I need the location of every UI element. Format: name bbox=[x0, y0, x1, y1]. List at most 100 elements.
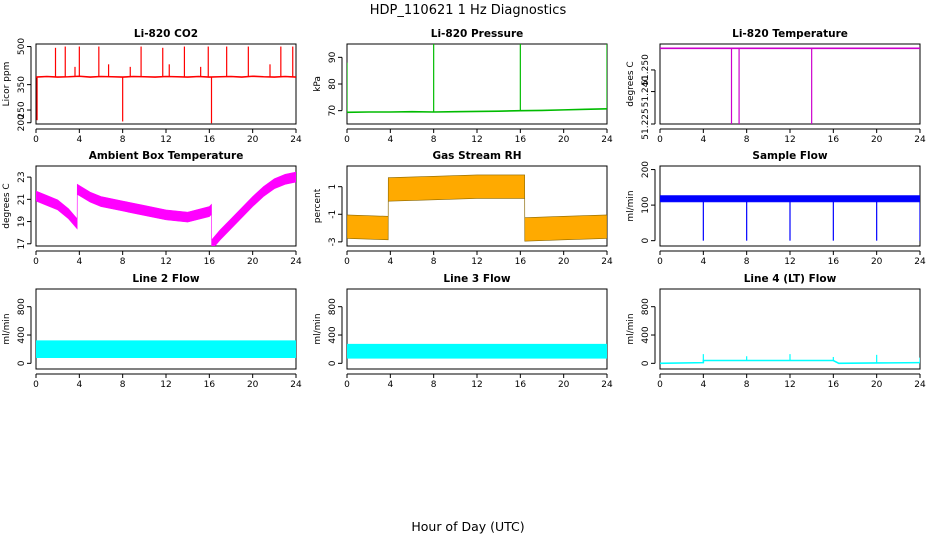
panel-licor-temp: Li-820 Temperature 0 4 8 12 16 20 24 51.22551.24… bbox=[626, 28, 926, 145]
y-axis: -3 -1 1 bbox=[328, 184, 343, 246]
x-tick-label: 12 bbox=[784, 380, 795, 390]
x-tick-label: 0 bbox=[33, 380, 39, 390]
x-tick-label: 0 bbox=[657, 135, 663, 145]
x-tick-label: 16 bbox=[515, 135, 527, 145]
y-axis: 0 400 800 bbox=[641, 298, 656, 366]
y-tick-label: 0 bbox=[328, 360, 338, 366]
x-tick-label: 20 bbox=[247, 380, 259, 390]
y-tick-label: 0 bbox=[641, 360, 651, 366]
x-tick-label: 24 bbox=[290, 135, 302, 145]
y-tick-label: 800 bbox=[17, 298, 27, 315]
panel-line3-flow: Line 3 Flow 0 4 8 12 16 20 24 0 400 800 ml/min bbox=[313, 273, 613, 390]
x-tick-label: 4 bbox=[76, 257, 82, 267]
x-tick-label: 8 bbox=[744, 135, 750, 145]
x-tick-label: 4 bbox=[700, 380, 706, 390]
panel-title: Line 3 Flow bbox=[443, 273, 510, 285]
x-tick-label: 4 bbox=[387, 257, 393, 267]
plot-frame bbox=[346, 288, 608, 370]
x-tick-label: 24 bbox=[601, 135, 613, 145]
series-band bbox=[36, 171, 296, 246]
x-tick-label: 12 bbox=[471, 135, 482, 145]
y-axis: 0 400 800 bbox=[328, 298, 343, 366]
x-axis: 0 4 8 12 16 20 24 bbox=[33, 250, 302, 267]
series-line bbox=[660, 359, 920, 365]
y-tick-label: 200 bbox=[641, 161, 651, 178]
panel-ambient-temp: Ambient Box Temperature 0 4 8 12 16 20 24 17 19 21… bbox=[2, 150, 302, 267]
x-tick-label: 16 bbox=[204, 257, 216, 267]
series-line bbox=[347, 108, 607, 114]
plot-frame bbox=[659, 43, 921, 125]
y-tick-label: -3 bbox=[328, 237, 338, 246]
y-tick-label: 100 bbox=[641, 196, 651, 213]
y-tick-label: 51.250 bbox=[641, 54, 651, 86]
plot-frame bbox=[35, 43, 297, 125]
x-tick-label: 20 bbox=[871, 135, 883, 145]
x-tick-label: 20 bbox=[871, 380, 883, 390]
x-tick-label: 16 bbox=[515, 257, 527, 267]
x-tick-label: 8 bbox=[431, 135, 437, 145]
y-tick-label: 51.225 bbox=[641, 108, 651, 140]
plot-area bbox=[347, 44, 607, 114]
x-tick-label: 4 bbox=[387, 380, 393, 390]
x-tick-label: 20 bbox=[247, 135, 259, 145]
x-axis: 0 4 8 12 16 20 24 bbox=[657, 373, 926, 390]
x-tick-label: 24 bbox=[914, 257, 926, 267]
x-tick-label: 4 bbox=[76, 135, 82, 145]
x-tick-label: 24 bbox=[290, 257, 302, 267]
x-tick-label: 0 bbox=[33, 135, 39, 145]
x-axis: 0 4 8 12 16 20 24 bbox=[344, 373, 613, 390]
x-tick-label: 24 bbox=[914, 135, 926, 145]
x-tick-label: 8 bbox=[744, 380, 750, 390]
panel-title: Li-820 CO2 bbox=[134, 28, 198, 40]
x-tick-label: 24 bbox=[601, 380, 613, 390]
x-tick-label: 4 bbox=[700, 257, 706, 267]
x-tick-label: 16 bbox=[204, 380, 216, 390]
y-tick-label: 800 bbox=[641, 298, 651, 315]
y-axis-label: percent bbox=[313, 188, 323, 223]
plot-frame bbox=[346, 165, 608, 247]
plot-area bbox=[660, 47, 920, 124]
plot-area bbox=[347, 174, 607, 242]
series-band bbox=[347, 174, 607, 242]
x-tick-label: 16 bbox=[828, 257, 840, 267]
x-tick-label: 12 bbox=[471, 257, 482, 267]
x-tick-label: 16 bbox=[515, 380, 527, 390]
x-axis: 0 4 8 12 16 20 24 bbox=[344, 128, 613, 145]
x-tick-label: 8 bbox=[431, 380, 437, 390]
y-tick-label: -1 bbox=[328, 210, 338, 219]
y-axis-label: ml/min bbox=[313, 313, 323, 344]
plot-area bbox=[660, 195, 920, 241]
x-tick-label: 12 bbox=[471, 380, 482, 390]
y-tick-label: 17 bbox=[17, 238, 27, 249]
y-tick-label: 51.240 bbox=[641, 76, 651, 108]
x-tick-label: 16 bbox=[204, 135, 216, 145]
x-tick-label: 12 bbox=[160, 257, 171, 267]
x-tick-label: 4 bbox=[76, 380, 82, 390]
y-tick-label: 23 bbox=[17, 171, 27, 182]
x-tick-label: 16 bbox=[828, 380, 840, 390]
x-axis: 0 4 8 12 16 20 24 bbox=[344, 250, 613, 267]
panel-title: Li-820 Pressure bbox=[431, 28, 524, 40]
x-tick-label: 20 bbox=[871, 257, 883, 267]
series-band bbox=[347, 343, 607, 359]
y-axis-label: Licor ppm bbox=[2, 62, 12, 107]
panel-title: Line 4 (LT) Flow bbox=[744, 273, 837, 285]
x-tick-label: 12 bbox=[160, 135, 171, 145]
y-tick-label: 1 bbox=[328, 184, 338, 190]
x-axis: 0 4 8 12 16 20 24 bbox=[657, 128, 926, 145]
series-band bbox=[36, 340, 296, 358]
x-tick-label: 0 bbox=[657, 257, 663, 267]
y-tick-label: 500 bbox=[17, 38, 27, 55]
y-axis: 0 100 200 bbox=[641, 161, 656, 244]
y-tick-label: 250 bbox=[17, 101, 27, 118]
y-axis: 17 19 21 23 bbox=[17, 171, 32, 250]
x-tick-label: 24 bbox=[601, 257, 613, 267]
plot-area bbox=[36, 340, 296, 358]
x-tick-label: 20 bbox=[558, 257, 570, 267]
panel-pressure: Li-820 Pressure 0 4 8 12 16 20 24 70 80 90 kPa bbox=[313, 28, 613, 145]
panel-line2-flow: Line 2 Flow 0 4 8 12 16 20 24 0 400 800 ml/min bbox=[2, 273, 302, 390]
plot-area bbox=[36, 171, 296, 246]
